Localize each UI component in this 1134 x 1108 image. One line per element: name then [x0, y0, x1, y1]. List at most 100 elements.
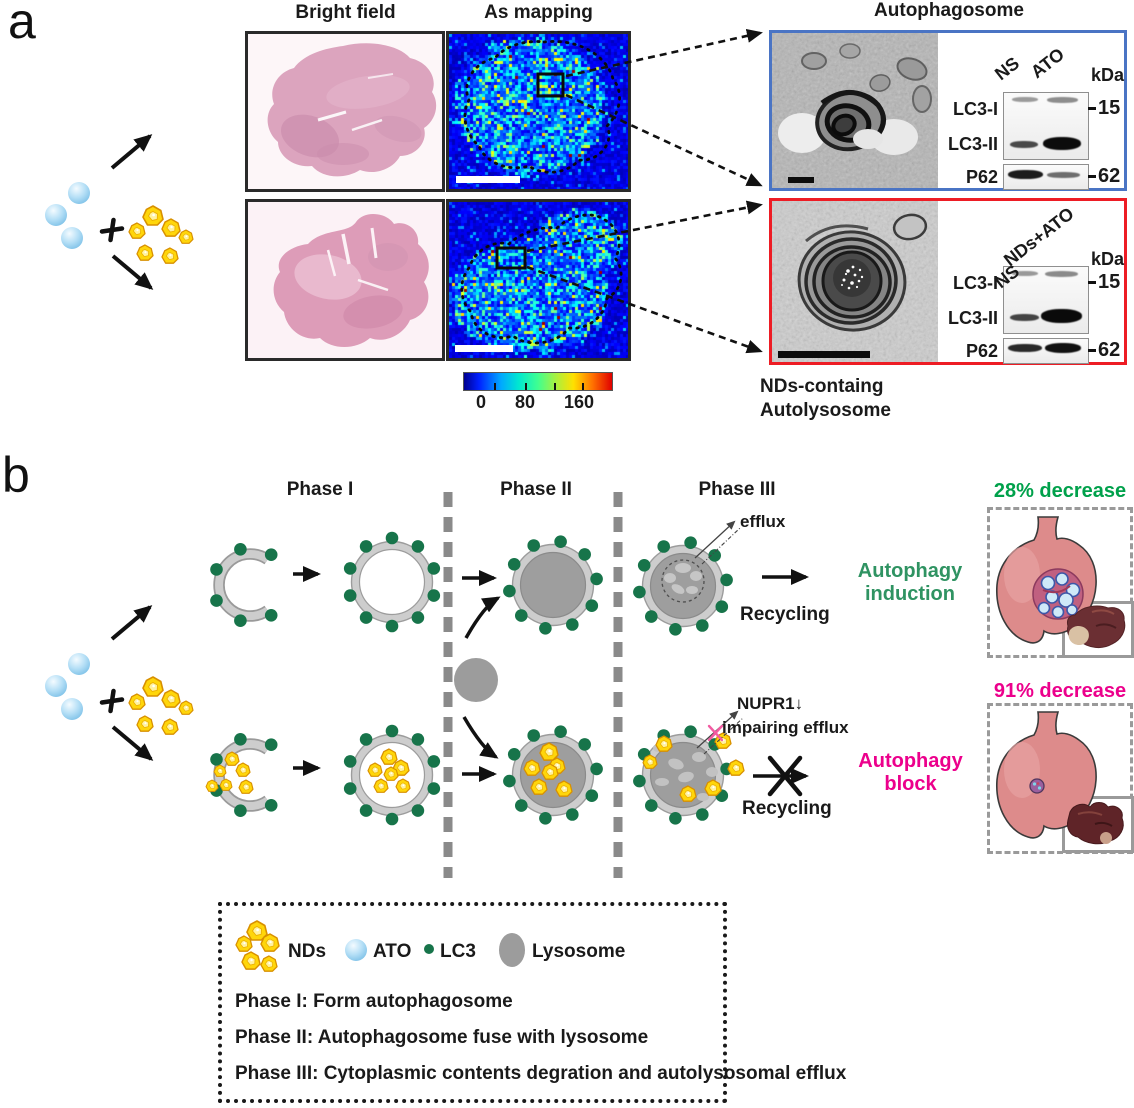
blot-bottom-row-p62: P62 — [965, 341, 998, 361]
lc3-dot — [343, 562, 357, 575]
lc3-dot — [385, 619, 399, 633]
band-lc3ii-ato — [1043, 137, 1081, 150]
lc3-dot — [343, 782, 357, 795]
autophagy-block-line1: Autophagy — [858, 750, 963, 772]
lc3-dot — [359, 733, 373, 746]
colorbar-tick — [582, 383, 585, 390]
colorbar-tick — [493, 383, 496, 390]
tem-autophagosome — [772, 33, 938, 188]
blot-top-lc3-membrane — [1003, 92, 1089, 160]
colorbar-tick — [524, 383, 527, 390]
lc3-dot — [637, 748, 651, 761]
band-lc3ii-ns — [1010, 141, 1038, 148]
as-map-top-overlay — [456, 40, 621, 183]
phase-i-header: Phase I — [286, 479, 354, 500]
as-map-top — [446, 31, 631, 192]
as-map-bottom — [446, 199, 631, 361]
lc3-dot — [645, 799, 658, 812]
autophagy-induction-line2: induction — [865, 583, 955, 605]
lc3-dot — [539, 622, 552, 635]
lc3-dot — [590, 572, 603, 586]
tissue-section-bottom — [273, 213, 429, 347]
blot-top-kda: kDa — [1091, 65, 1125, 85]
colorbar — [463, 372, 613, 391]
lc3-dot — [411, 804, 425, 817]
lc3-dot — [234, 733, 247, 746]
phase-ii-header: Phase II — [500, 479, 572, 500]
as-map-bottom-overlay — [455, 213, 623, 352]
efflux-label: efflux — [740, 512, 786, 531]
tumor-outline — [460, 213, 623, 345]
lysosome-shape — [454, 658, 498, 702]
autophagy-block-label: Autophagy block — [848, 750, 973, 796]
pink-x-icon — [707, 724, 724, 742]
scale-bar — [456, 176, 520, 183]
colorbar-label-80: 80 — [514, 392, 536, 412]
band-p62-ndsato — [1045, 343, 1081, 353]
lc3-dot — [669, 812, 682, 825]
lc3-dot — [507, 748, 521, 761]
lc3-dot — [234, 804, 247, 817]
autophagosome-empty — [343, 531, 441, 633]
colorbar-label-0: 0 — [475, 392, 486, 412]
legend-box — [218, 902, 727, 1103]
lc3-dot — [696, 808, 709, 821]
lc3-dot — [554, 725, 567, 738]
blot-top-row-p62: P62 — [965, 167, 998, 187]
lc3-dot — [637, 559, 651, 572]
liver-photo-frame-top — [1062, 601, 1134, 658]
band-lc3i-ndsato — [1045, 271, 1078, 277]
lc3-dot — [210, 784, 223, 797]
blot-bottom-row-lc3i: LC3-I — [953, 273, 998, 293]
lc3-dot — [566, 618, 579, 631]
lc3-dot — [343, 589, 357, 602]
lc3-dot — [585, 789, 599, 802]
colorbar-tick — [554, 383, 557, 390]
colorbar-label-160: 160 — [563, 392, 595, 412]
nupr1-label: NUPR1↓ — [737, 694, 804, 713]
lc3-dot — [633, 774, 646, 788]
header-as-mapping: As mapping — [484, 2, 593, 23]
autolysosome-top — [503, 535, 603, 635]
header-autophagosome: Autophagosome — [874, 0, 1024, 21]
degraded-contents — [653, 744, 718, 801]
lc3-dot — [427, 589, 441, 602]
tem-autolysosome — [772, 201, 938, 362]
legend-label-nds: NDs — [288, 941, 327, 962]
lc3-dot — [264, 548, 278, 561]
legend-phase-i-desc: Phase I: Form autophagosome — [235, 991, 513, 1012]
lc3-dot — [427, 562, 441, 575]
lc3-dot — [554, 535, 567, 548]
lc3-dot — [684, 725, 697, 738]
lc3-dot — [359, 611, 373, 624]
tumor-outline — [463, 40, 621, 174]
phagophore-top — [210, 543, 278, 627]
mw-tick — [1088, 175, 1096, 178]
scale-bar — [455, 345, 513, 352]
result-bottom-label: 91% decrease — [993, 680, 1127, 702]
lc3-dot — [515, 609, 528, 622]
mw-tick — [1088, 281, 1096, 284]
blot-bottom-lc3-membrane — [1003, 266, 1089, 334]
band-lc3ii-ns — [1010, 314, 1039, 321]
tem-scale-bar — [788, 177, 814, 183]
tissue-section-top — [267, 43, 437, 177]
lc3-dot — [527, 729, 540, 742]
lc3-dot — [539, 812, 552, 825]
lc3-dot — [669, 623, 682, 636]
autolysosome-caption-line1: NDs-containg — [760, 376, 884, 397]
autophagosome-panel — [769, 30, 1127, 191]
autolysosome-degrading-top — [633, 520, 741, 636]
blot-bottom-kda: kDa — [1091, 249, 1125, 269]
bright-field-image-top — [245, 31, 445, 192]
band-lc3i-ato — [1047, 97, 1078, 103]
curved-arrow-icon — [462, 716, 499, 759]
panel-a-label: a — [8, 0, 36, 49]
blot-bottom-mw-62: 62 — [1098, 339, 1121, 361]
lc3-dot — [264, 738, 278, 751]
autophagy-block-line2: block — [884, 773, 937, 795]
legend-label-lysosome: Lysosome — [532, 941, 626, 962]
blot-bottom-mw-15: 15 — [1098, 271, 1121, 293]
mw-tick — [1088, 107, 1096, 110]
